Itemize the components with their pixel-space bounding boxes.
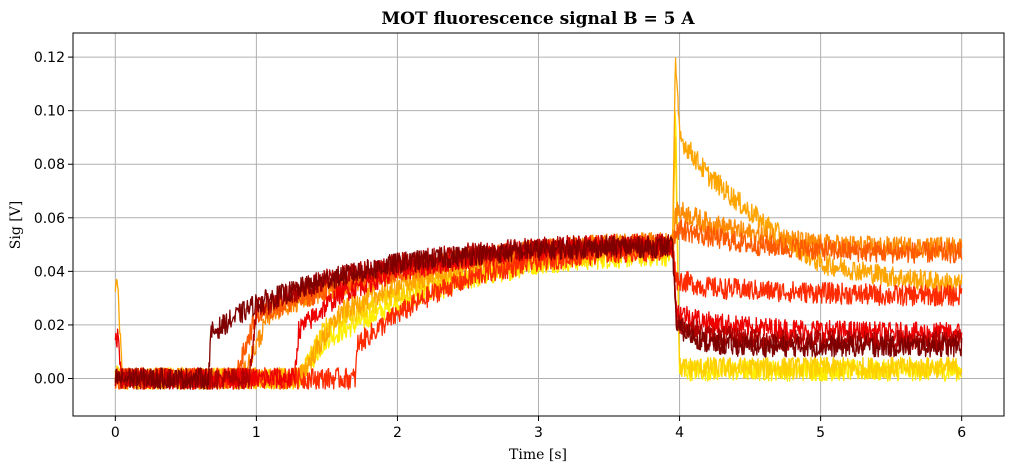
x-tick-label: 0 <box>111 425 120 441</box>
axis-ticks: 0 1 2 3 4 5 6 0.00 0.02 0.04 0.06 0.08 0.10 0.12 <box>34 50 966 441</box>
x-tick-label: 6 <box>957 425 966 441</box>
x-axis-label: Time [s] <box>509 447 567 463</box>
x-tick-label: 5 <box>816 425 825 441</box>
x-tick-label: 3 <box>534 425 543 441</box>
series-group <box>114 57 963 390</box>
y-tick-label: 0.10 <box>34 104 65 120</box>
chart-title: MOT fluorescence signal B = 5 A <box>381 9 695 29</box>
x-tick-label: 4 <box>675 425 684 441</box>
y-tick-label: 0.04 <box>34 264 65 280</box>
y-tick-label: 0.02 <box>34 318 65 334</box>
x-tick-label: 2 <box>393 425 402 441</box>
x-tick-label: 1 <box>252 425 261 441</box>
signal-trace-9 <box>114 236 963 390</box>
y-tick-label: 0.12 <box>34 50 65 66</box>
y-tick-label: 0.00 <box>34 372 65 388</box>
y-tick-label: 0.06 <box>34 211 65 227</box>
y-tick-label: 0.08 <box>34 157 65 173</box>
y-axis-label: Sig [V] <box>8 201 24 250</box>
